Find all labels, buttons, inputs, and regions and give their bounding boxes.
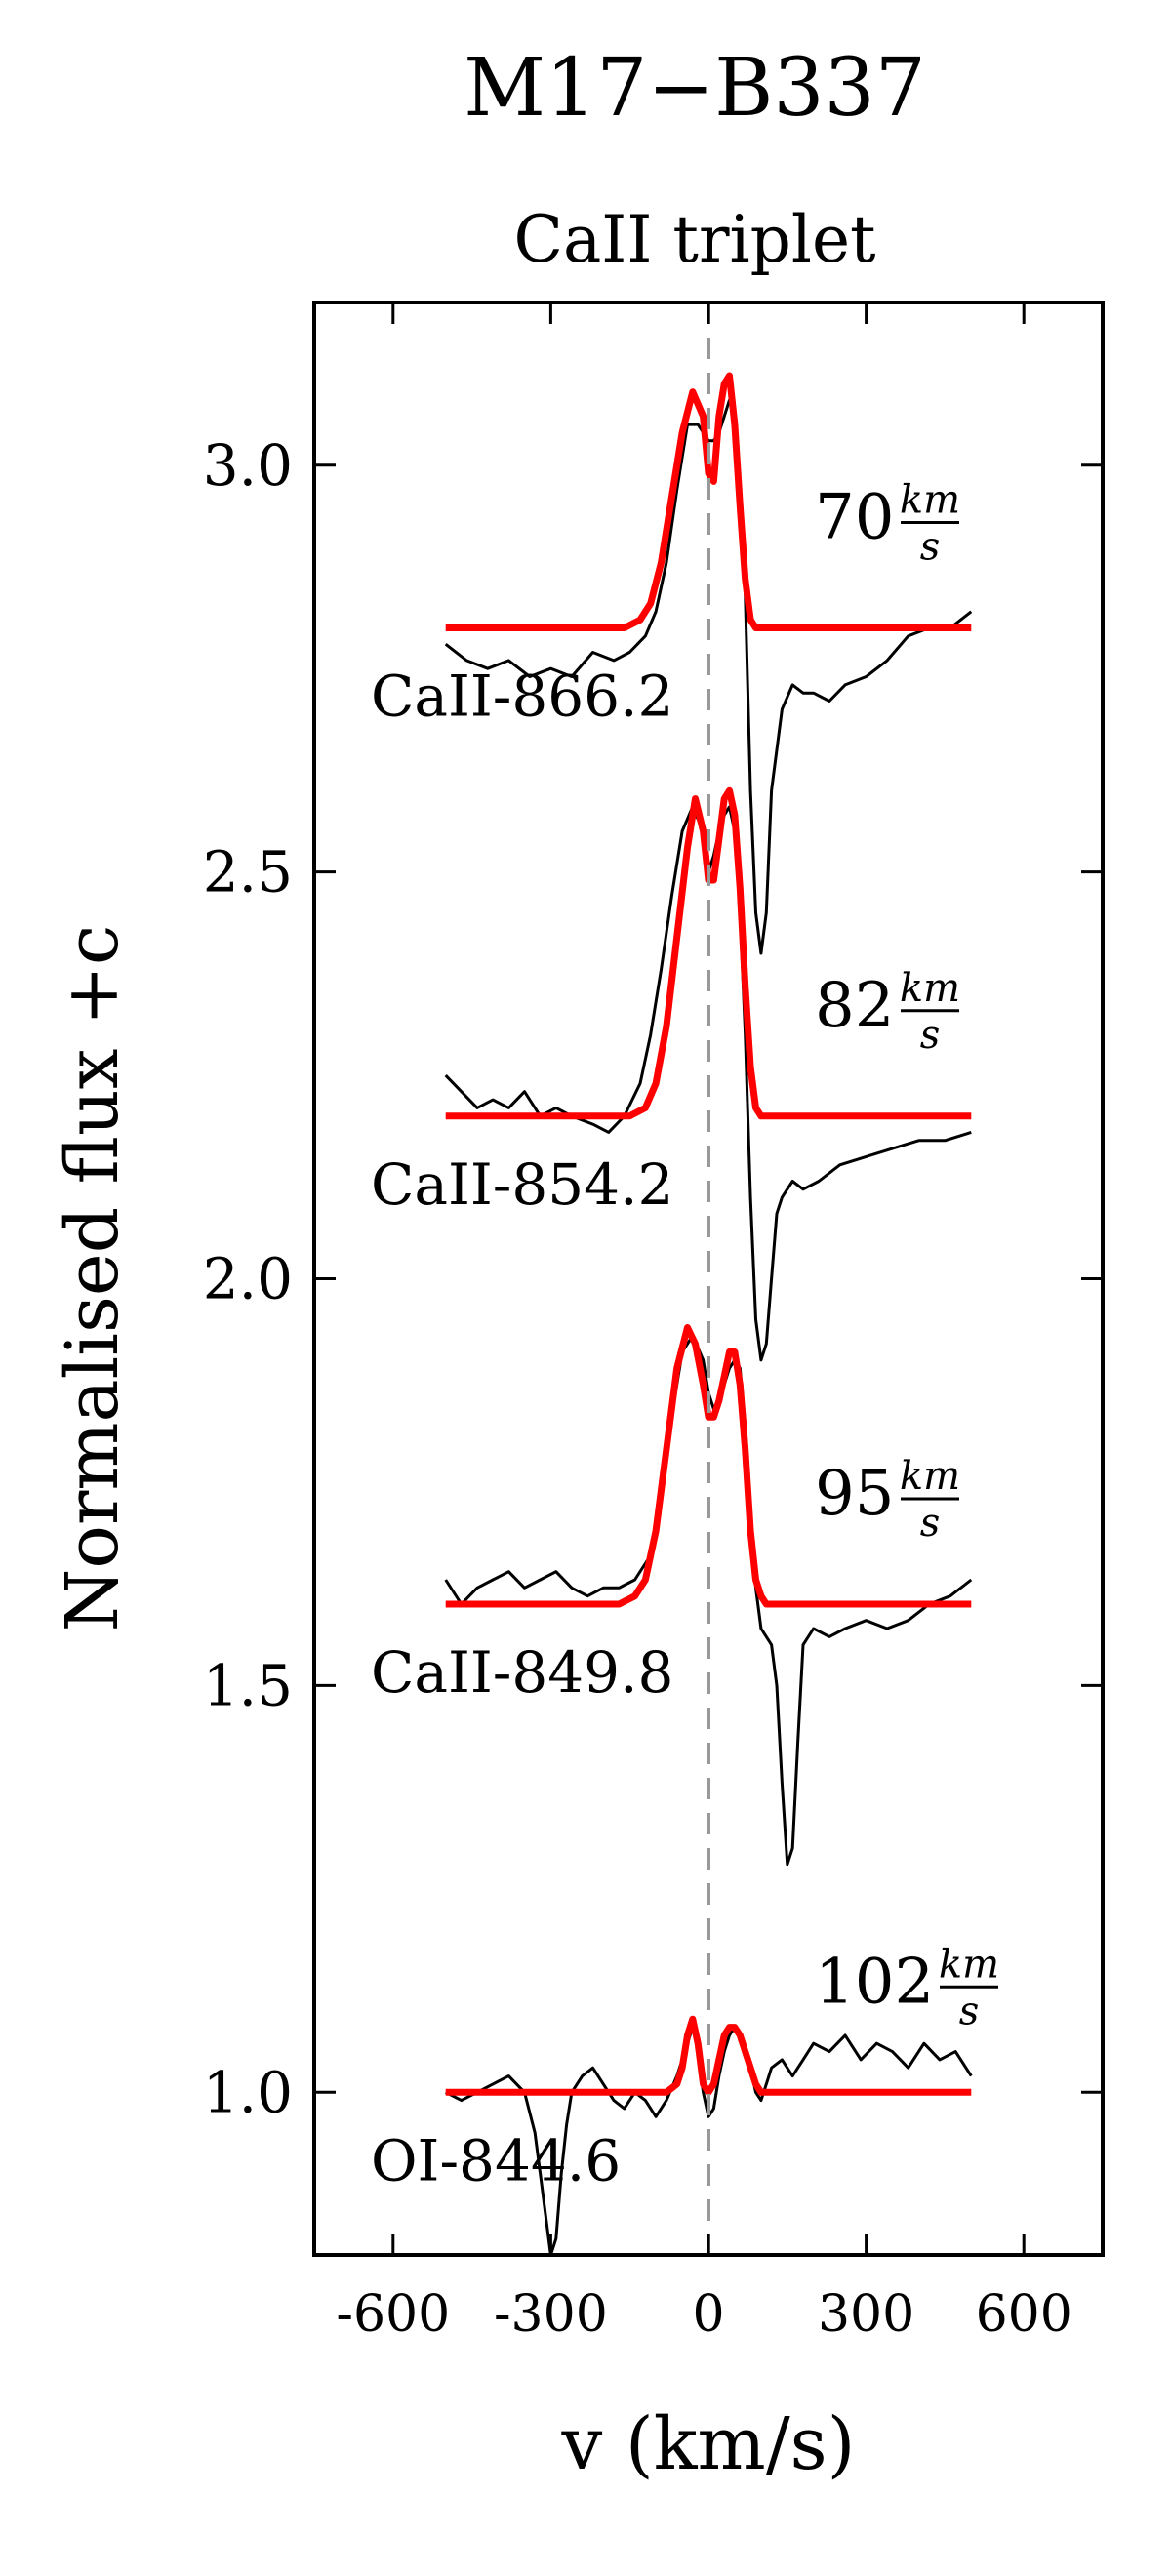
y-tick-label-4: 3.0 [203,432,293,499]
y-axis-label: Normalised flux +c [51,925,135,1632]
series-label-oi-844-6: OI-844.6 [371,2127,621,2194]
series-label-caii-854-2: CaII-854.2 [371,1151,673,1218]
y-tick-label-3: 2.5 [203,839,293,906]
width-unit-den-oi-844-6: s [959,1989,980,2033]
x-tick-label-1: -300 [494,2285,608,2344]
x-tick-label-0: -600 [336,2285,450,2344]
model-line-caii-849-8 [445,1324,972,1608]
y-tick-label-0: 1.0 [203,2059,293,2125]
y-tick-label-1: 1.5 [203,1652,293,1718]
x-tick-label-3: 300 [818,2285,914,2344]
x-tick-label-2: 0 [692,2285,724,2344]
x-axis: -600 -300 0 300 600 [336,302,1072,2344]
model-line-oi-844-6 [445,2015,972,2096]
y-axis: 1.0 1.5 2.0 2.5 3.0 [203,432,1103,2125]
width-unit-den-caii-849-8: s [920,1501,941,1546]
series-label-caii-866-2: CaII-866.2 [371,664,673,730]
width-unit-den-caii-854-2: s [920,1013,941,1058]
width-value-caii-849-8: 95 [815,1458,894,1530]
width-unit-num-caii-849-8: km [900,1454,960,1499]
model-line-caii-866-2 [445,372,972,631]
chart-title: M17−B337 [464,42,926,135]
width-value-oi-844-6: 102 [815,1946,934,2018]
chart-subtitle: CaII triplet [513,202,875,277]
width-value-caii-866-2: 70 [815,482,894,554]
width-unit-num-caii-866-2: km [900,478,960,523]
width-unit-num-oi-844-6: km [939,1942,999,1987]
width-value-caii-854-2: 82 [815,970,894,1042]
observed-line-oi-844-6 [445,2026,973,2255]
model-line-caii-854-2 [445,786,972,1120]
series-label-caii-849-8: CaII-849.8 [371,1639,673,1706]
width-unit-num-caii-854-2: km [900,966,960,1011]
x-axis-label: v (km/s) [561,2402,856,2486]
y-tick-label-2: 2.0 [203,1246,293,1312]
x-tick-label-4: 600 [976,2285,1072,2344]
plot-area [444,372,973,2255]
width-unit-den-caii-866-2: s [920,525,941,570]
